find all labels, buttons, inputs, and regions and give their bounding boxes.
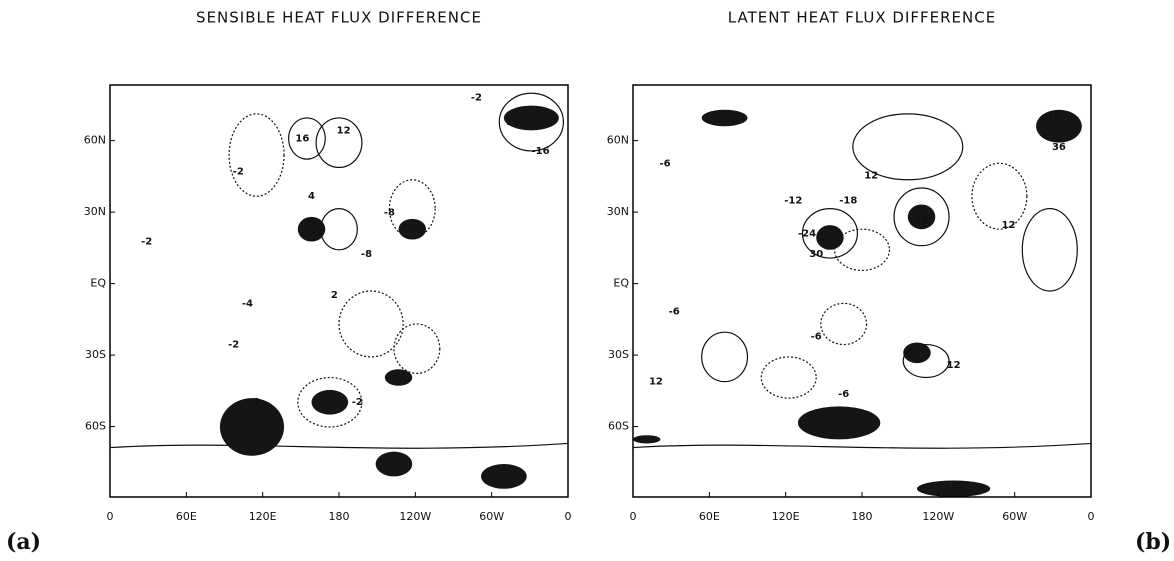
contour-label: 12 xyxy=(947,360,961,371)
contour-label: -18 xyxy=(839,195,857,206)
y-tick-label: 60S xyxy=(608,420,629,433)
positive-contour xyxy=(852,113,964,181)
y-tick-label: 30S xyxy=(85,348,106,361)
contour-label: 4 xyxy=(308,191,315,202)
x-tick-label: 60W xyxy=(479,510,504,523)
shaded-region xyxy=(311,389,349,415)
contour-label: -12 xyxy=(784,195,802,206)
shaded-region xyxy=(503,105,559,131)
negative-contour xyxy=(820,302,868,346)
y-tick-label: 30N xyxy=(607,205,629,218)
negative-contour xyxy=(338,290,404,358)
positive-contour xyxy=(288,117,326,160)
panel: SENSIBLE HEAT FLUX DIFFERENCE 0 60E 120E 180… xyxy=(6,9,572,556)
contour-label: 16 xyxy=(295,134,309,145)
contour-label: 12 xyxy=(1002,220,1016,231)
y-tick-label: 30S xyxy=(608,348,629,361)
y-tick-label: EQ xyxy=(613,277,629,290)
y-tick-label: 60S xyxy=(85,420,106,433)
x-tick-label: 120W xyxy=(399,510,431,523)
contour-label: 12 xyxy=(864,171,878,182)
y-tick-label: 60N xyxy=(607,134,629,147)
map-frame xyxy=(109,84,569,498)
contour-label: -6 xyxy=(669,307,680,318)
shaded-region xyxy=(907,204,936,230)
contour-label: -6 xyxy=(838,389,849,400)
x-tick-label: 60W xyxy=(1002,510,1027,523)
contour-label: -8 xyxy=(384,208,395,219)
positive-contour xyxy=(320,207,358,251)
x-tick-label: 120E xyxy=(249,510,277,523)
panel-label: (a) xyxy=(6,529,41,555)
shaded-region xyxy=(480,464,527,489)
contour-label: -16 xyxy=(531,146,549,157)
contour-label: -24 xyxy=(798,228,816,239)
contour-label: 2 xyxy=(253,397,260,408)
contour-label: -2 xyxy=(352,397,363,408)
shaded-region xyxy=(633,435,661,444)
contour-label: 30 xyxy=(809,249,823,260)
shaded-region xyxy=(384,369,413,386)
contour-label: -2 xyxy=(471,92,482,103)
shaded-region xyxy=(903,342,931,364)
y-tick-label: 30N xyxy=(84,205,106,218)
shaded-region xyxy=(797,406,881,440)
shaded-region xyxy=(816,225,844,250)
x-tick-label: 60E xyxy=(699,510,720,523)
positive-contour xyxy=(498,92,565,152)
negative-contour xyxy=(760,356,817,399)
contour-label: 16 xyxy=(506,117,520,128)
shaded-region xyxy=(1036,109,1082,143)
contour-label: 12 xyxy=(649,377,663,388)
contour-label: 36 xyxy=(1052,142,1066,153)
negative-contour xyxy=(393,323,441,374)
panel-label: (b) xyxy=(1135,529,1171,555)
x-tick-label: 180 xyxy=(852,510,873,523)
shaded-region xyxy=(219,398,285,456)
positive-contour xyxy=(902,343,950,379)
negative-contour xyxy=(388,179,436,239)
x-tick-label: 0 xyxy=(1088,510,1095,523)
contour-label: 18 xyxy=(1047,113,1061,124)
contour-label: -4 xyxy=(242,298,253,309)
contour-label: 2 xyxy=(331,290,338,301)
negative-contour xyxy=(971,162,1028,230)
x-tick-label: 60E xyxy=(176,510,197,523)
contour-label: -2 xyxy=(141,237,152,248)
x-tick-label: 0 xyxy=(565,510,572,523)
negative-contour xyxy=(833,228,891,271)
x-tick-label: 0 xyxy=(630,510,637,523)
positive-contour xyxy=(801,208,859,259)
shaded-region xyxy=(916,480,991,498)
panel-title: LATENT HEAT FLUX DIFFERENCE xyxy=(728,9,996,27)
contour-label: -6 xyxy=(660,158,671,169)
shaded-region xyxy=(375,451,413,477)
x-tick-label: 120E xyxy=(772,510,800,523)
contour-label: 18 xyxy=(915,216,929,227)
contour-label: -6 xyxy=(811,331,822,342)
shaded-region xyxy=(297,216,326,242)
x-tick-label: 120W xyxy=(922,510,954,523)
negative-contour xyxy=(297,376,363,428)
x-tick-label: 180 xyxy=(329,510,350,523)
panel-title: SENSIBLE HEAT FLUX DIFFERENCE xyxy=(196,9,482,27)
positive-contour xyxy=(893,187,950,247)
contour-label: -2 xyxy=(228,340,239,351)
y-tick-label: 60N xyxy=(84,134,106,147)
antarctic-coast xyxy=(109,442,569,449)
antarctic-coast xyxy=(632,442,1092,449)
positive-contour xyxy=(315,117,363,168)
x-tick-label: 0 xyxy=(107,510,114,523)
y-tick-label: EQ xyxy=(90,277,106,290)
positive-contour xyxy=(701,331,749,383)
negative-contour xyxy=(228,113,285,197)
contour-label: 12 xyxy=(337,125,351,136)
shaded-region xyxy=(701,109,748,127)
positive-contour xyxy=(1021,208,1078,292)
contour-label: -8 xyxy=(361,249,372,260)
contour-label: -2 xyxy=(233,167,244,178)
shaded-region xyxy=(398,218,427,240)
